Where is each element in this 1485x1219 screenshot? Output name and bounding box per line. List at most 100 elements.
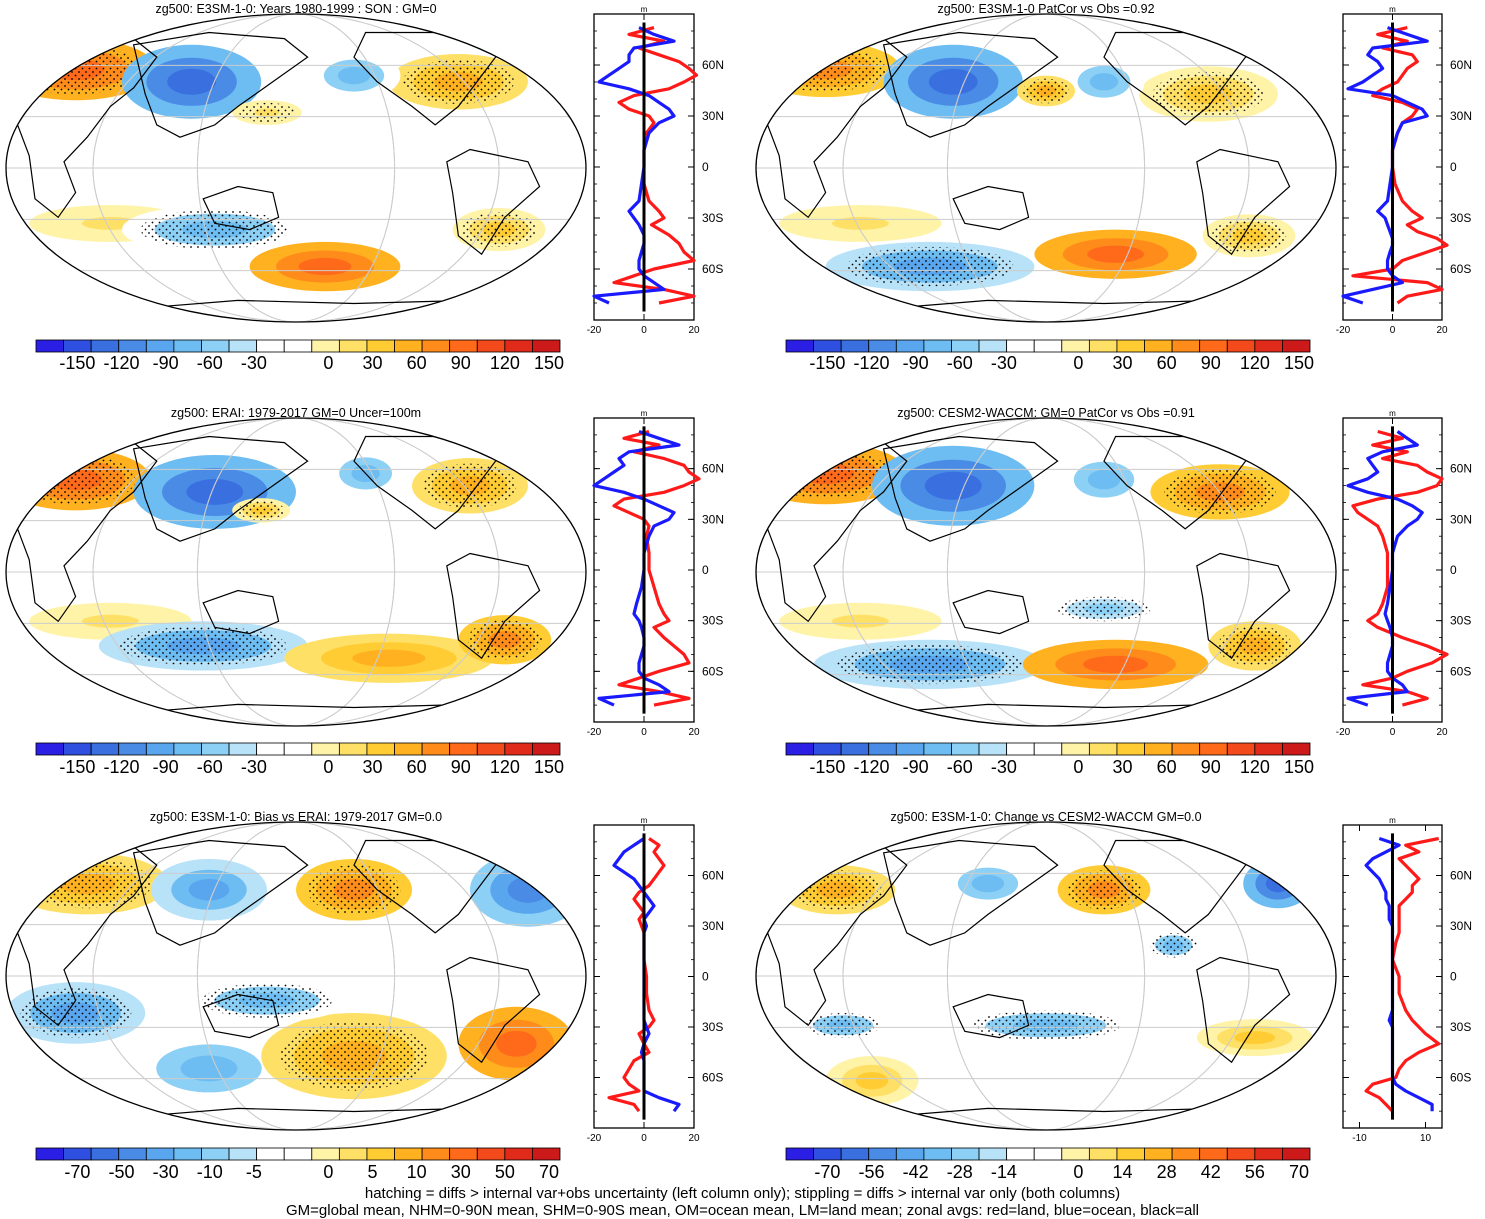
colorbar-swatch [366, 742, 395, 756]
profile-ytick-label: 30S [702, 614, 723, 628]
panel-title: zg500: ERAI: 1979-2017 GM=0 Uncer=100m [171, 406, 421, 420]
colorbar-1: -150 -120 -90 -60 -30 0 30 60 90 120 150 [35, 339, 564, 373]
anomaly-core [928, 68, 978, 95]
colorbar-swatch [1033, 742, 1063, 756]
colorbar-swatch [978, 339, 1008, 353]
colorbar-swatch [951, 742, 980, 756]
stippling [119, 626, 287, 666]
colorbar-swatch [1254, 1147, 1283, 1161]
colorbar-swatch [1144, 339, 1173, 353]
colorbar-swatch [1282, 339, 1311, 353]
colorbar-swatch [504, 1147, 533, 1161]
anomaly-core [167, 68, 216, 95]
stippling [971, 1010, 1121, 1041]
colorbar-swatch [90, 339, 120, 353]
profile-xtick-label: 0 [641, 1133, 647, 1144]
coastline [132, 839, 309, 946]
anomaly-core [507, 876, 549, 903]
panel-title: zg500: E3SM-1-0: Bias vs ERAI: 1979-2017… [150, 810, 442, 824]
colorbar-swatch [1116, 1147, 1145, 1161]
colorbar-swatch [1033, 1147, 1063, 1161]
colorbar-swatch [421, 742, 451, 756]
panel-title: zg500: CESM2-WACCM: GM=0 PatCor vs Obs =… [897, 406, 1195, 420]
longitude-gridline [92, 822, 500, 1130]
colorbar-swatch [90, 742, 120, 756]
colorbar-tick-label: 0 [1073, 1162, 1083, 1182]
anomaly-core [1089, 73, 1119, 91]
profile-units: m [641, 409, 648, 418]
map-panel-6: zg500: E3SM-1-0: Change vs CESM2-WACCM G… [755, 810, 1337, 1131]
colorbar-swatch [63, 339, 92, 353]
colorbar-swatch [1199, 339, 1228, 353]
colorbar-swatch [923, 742, 952, 756]
colorbar-swatch [228, 1147, 258, 1161]
profile-ytick-label: 60N [1450, 869, 1472, 883]
anomaly-core [831, 614, 889, 628]
zonal-profile-5: m 60N 30N 0 30S 60S -20 0 20 [587, 816, 724, 1144]
anomaly-core [831, 216, 889, 230]
stippling [279, 1021, 429, 1091]
stippling [239, 102, 295, 123]
zonal-profile-1: m 60N 30N 0 30S 60S -20 0 20 [587, 5, 724, 336]
panel-title: zg500: E3SM-1-0: Years 1980-1999 : SON :… [155, 2, 436, 16]
profile-ytick-label: 60S [1450, 664, 1471, 678]
profile-ytick-label: 60S [1450, 1071, 1471, 1085]
longitude-gridline [196, 14, 396, 322]
colorbar-swatch [1061, 339, 1090, 353]
colorbar-swatch [311, 339, 340, 353]
stippling [10, 44, 141, 95]
stippling [765, 47, 886, 92]
colorbar-tick-label: -90 [153, 353, 179, 373]
colorbar-swatch [1144, 742, 1173, 756]
colorbar-swatch [173, 742, 202, 756]
colorbar-tick-label: -50 [108, 1162, 134, 1182]
stippling [15, 454, 136, 505]
longitude-gridline [946, 418, 1146, 726]
colorbar-swatch [145, 339, 175, 353]
colorbar-tick-label: 150 [1284, 353, 1314, 373]
longitude-gridline [946, 14, 1146, 322]
profile-ytick-label: 0 [702, 160, 709, 174]
profile-ytick-label: 60N [702, 58, 724, 72]
anomaly-core [924, 471, 982, 500]
coastline [1196, 148, 1291, 256]
colorbar-swatch [504, 742, 533, 756]
profile-ytick-label: 60S [702, 664, 723, 678]
colorbar-tick-label: -5 [246, 1162, 262, 1182]
anomaly-core [971, 874, 1005, 893]
colorbar-tick-label: 60 [1157, 353, 1177, 373]
colorbar-swatch [813, 742, 842, 756]
colorbar-swatch [868, 339, 897, 353]
colorbar-swatch [118, 339, 147, 353]
colorbar-tick-label: 60 [1157, 757, 1177, 777]
colorbar-swatch [951, 1147, 980, 1161]
profile-xtick-label: -20 [587, 1133, 602, 1144]
colorbar-swatch [1033, 339, 1063, 353]
colorbar-swatch [1171, 339, 1201, 353]
colorbar-swatch [1199, 742, 1228, 756]
colorbar-swatch [840, 742, 870, 756]
panel-title: zg500: E3SM-1-0 PatCor vs Obs =0.92 [937, 2, 1154, 16]
colorbar-swatch [421, 1147, 451, 1161]
colorbar-tick-label: 30 [1112, 353, 1132, 373]
colorbar-tick-label: -30 [991, 757, 1017, 777]
colorbar-swatch [785, 1147, 814, 1161]
colorbar-tick-label: 30 [362, 757, 382, 777]
longitude-gridline [842, 14, 1250, 322]
profile-ytick-label: 60S [1450, 262, 1471, 276]
profile-line-ocean [1346, 430, 1424, 707]
colorbar-tick-label: 120 [490, 757, 520, 777]
colorbar-tick-label: 150 [534, 757, 564, 777]
map-panel-4: zg500: CESM2-WACCM: GM=0 PatCor vs Obs =… [755, 406, 1337, 727]
colorbar-swatch [283, 742, 313, 756]
profile-line-land [612, 429, 701, 707]
map-border [5, 13, 587, 323]
colorbar-tick-label: 120 [1240, 757, 1270, 777]
profile-line-land [1351, 429, 1449, 707]
anomaly-core [855, 1072, 889, 1090]
profile-line-ocean [592, 26, 676, 305]
colorbar-swatch [1088, 742, 1118, 756]
colorbar-swatch [868, 1147, 897, 1161]
colorbar-swatch [256, 742, 285, 756]
colorbar-tick-label: -90 [903, 353, 929, 373]
